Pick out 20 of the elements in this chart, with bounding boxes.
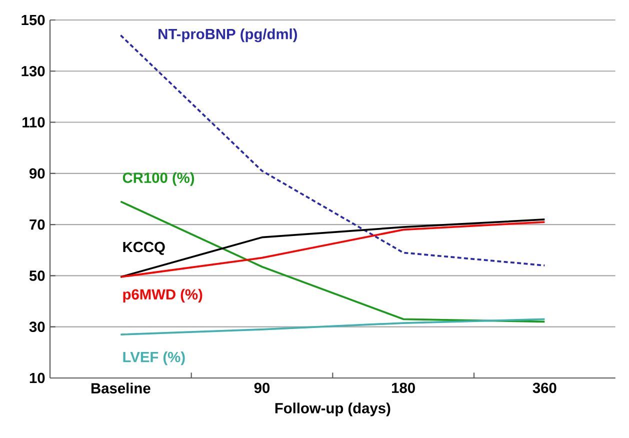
line-series [120, 318, 546, 336]
line-series [120, 200, 546, 323]
series-label: KCCQ [123, 242, 165, 255]
y-tick-label: 30 [29, 322, 45, 332]
x-tick-label: 180 [392, 382, 415, 394]
y-tick-label: 90 [29, 168, 45, 179]
x-tick-label: 360 [532, 382, 556, 394]
x-axis-title: Follow-up (days) [275, 402, 390, 416]
x-tick-label: Baseline [91, 382, 150, 394]
y-tick-label: 130 [22, 66, 45, 76]
series-label: p6MWD (%) [123, 288, 202, 302]
series-label: CR100 (%) [122, 172, 194, 186]
y-tick-label: 50 [29, 270, 45, 281]
y-tick-label: 110 [22, 117, 45, 128]
x-tick-label: 90 [254, 382, 270, 394]
y-tick-label: 70 [30, 219, 45, 230]
series-label: LVEF (%) [123, 351, 185, 366]
y-tick-label: 10 [30, 372, 45, 384]
y-tick-label: 150 [22, 14, 45, 26]
series-label: NT-proBNP (pg/dml) [158, 28, 297, 42]
